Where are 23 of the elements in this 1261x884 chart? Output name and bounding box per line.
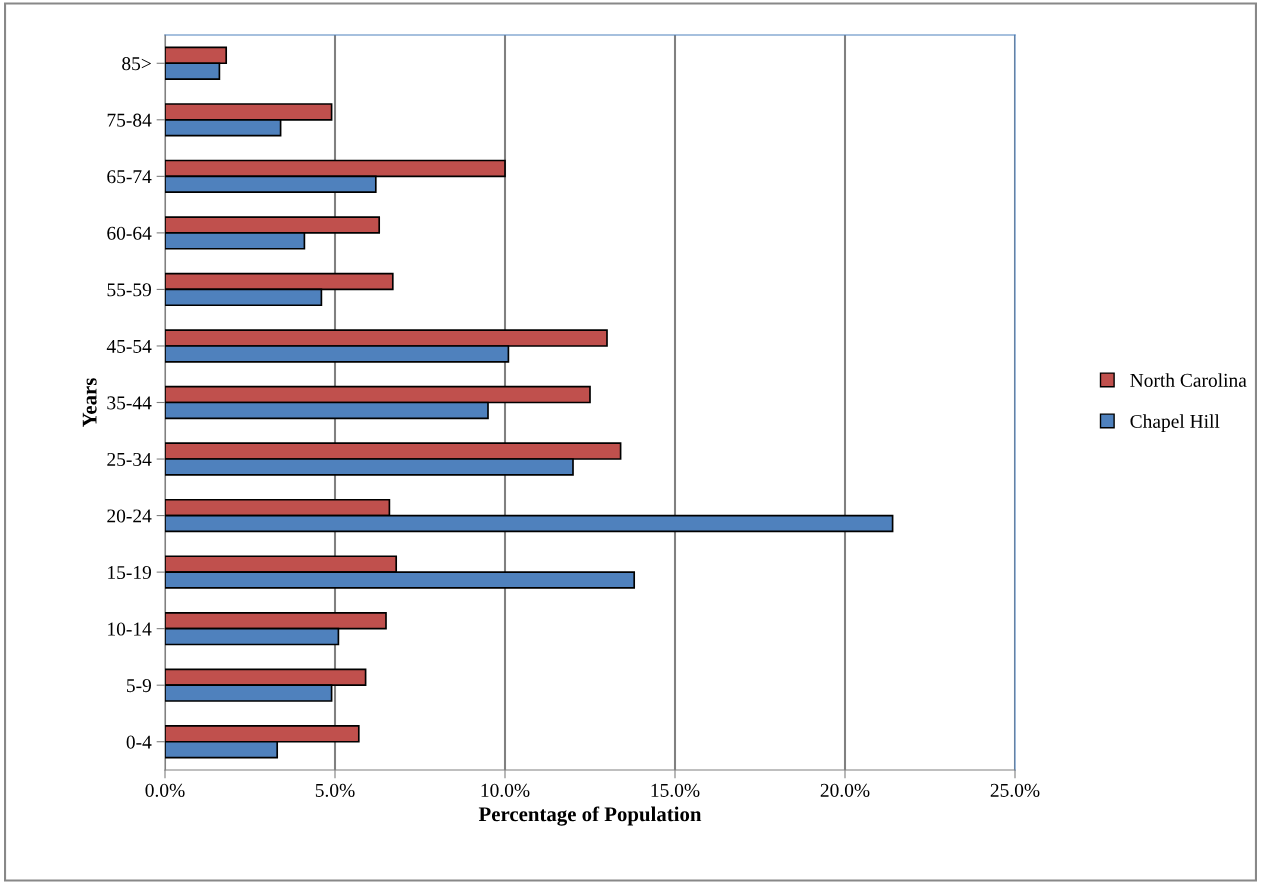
y-tick-label: 0-4 xyxy=(126,735,152,749)
y-tick-label: 20-24 xyxy=(107,509,152,523)
x-tick-label: 10.0% xyxy=(481,783,530,797)
y-tick-label: 65-74 xyxy=(107,170,152,184)
x-tick-label: 5.0% xyxy=(315,783,355,797)
legend-label: Chapel Hill xyxy=(1130,414,1220,432)
legend-label: North Carolina xyxy=(1130,373,1247,387)
y-tick-label: 35-44 xyxy=(107,396,152,410)
y-tick-label: 5-9 xyxy=(127,679,152,693)
y-tick-label: 55-59 xyxy=(107,283,152,297)
y-tick-label: 10-14 xyxy=(108,622,152,636)
y-tick-label: 45-54 xyxy=(106,339,152,353)
y-tick-label: 75-84 xyxy=(107,113,152,127)
x-axis-title: Percentage of Population xyxy=(478,806,702,826)
y-tick-label: 25-34 xyxy=(107,452,152,466)
x-tick-label: 25.0% xyxy=(990,783,1040,797)
x-tick-label: 0.0% xyxy=(145,783,185,797)
y-tick-label: 60-64 xyxy=(107,226,152,240)
y-tick-label: 15-19 xyxy=(108,565,152,580)
x-tick-label: 15.0% xyxy=(651,783,700,797)
y-axis-title: Years xyxy=(82,378,97,428)
y-tick-label: 85> xyxy=(122,57,151,71)
x-tick-label: 20.0% xyxy=(820,783,870,797)
